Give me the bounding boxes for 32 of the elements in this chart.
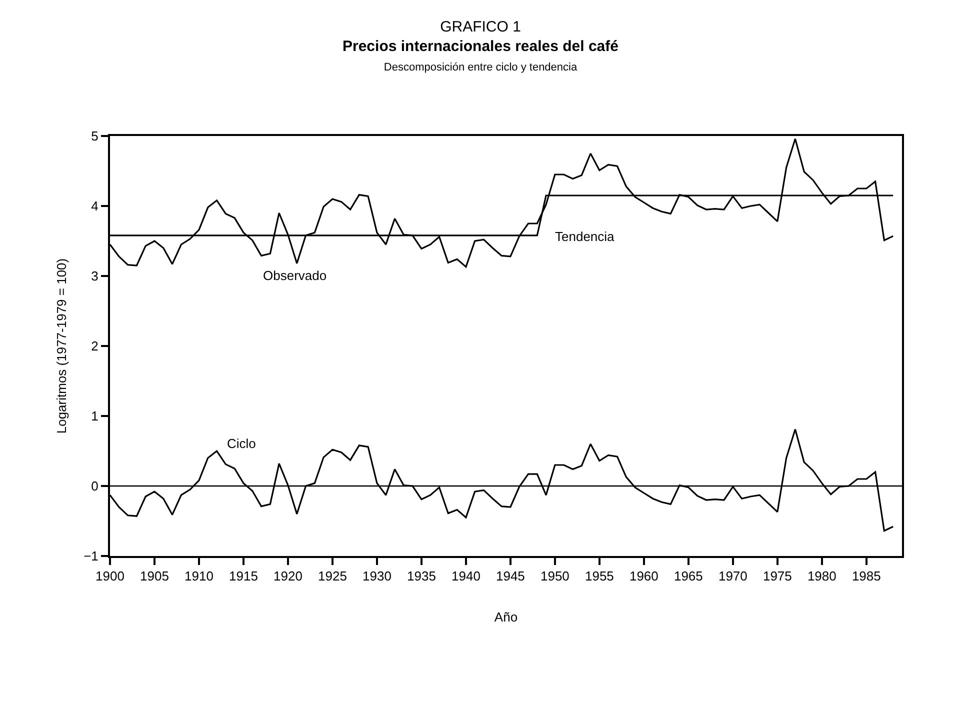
x-tick-label: 1940 [452, 568, 480, 584]
x-tick-label: 1910 [184, 568, 214, 584]
x-tick-label: 1950 [540, 568, 570, 584]
x-tick-label: 1975 [762, 568, 792, 584]
y-tick-label: 5 [91, 128, 98, 144]
x-tick-label: 1945 [496, 568, 525, 584]
x-tick-label: 1925 [318, 568, 347, 584]
x-tick-label: 1935 [407, 568, 436, 584]
x-tick-label: 1980 [807, 568, 836, 584]
x-tick-label: 1900 [96, 568, 124, 584]
x-tick-label: 1930 [362, 568, 392, 584]
x-tick-label: 1985 [852, 568, 881, 584]
x-tick-label: 1905 [140, 568, 169, 584]
x-tick-label: 1970 [718, 568, 748, 584]
y-tick-label: 1 [91, 408, 98, 424]
x-tick-label: 1965 [674, 568, 703, 584]
annotation: Tendencia [555, 229, 616, 244]
x-tick-label: 1920 [274, 568, 302, 584]
annotation: Ciclo [227, 436, 256, 451]
x-tick-label: 1915 [229, 568, 258, 584]
y-tick-label: 0 [91, 478, 98, 494]
chart-subtitle: Precios internacionales reales del café Descomposición entre ciclo y tendencia [342, 38, 618, 74]
annotation: Observado [263, 268, 327, 283]
y-tick-label: 3 [91, 268, 98, 284]
y-tick-label: 2 [91, 338, 98, 354]
y-axis-title: Logaritmos (1977-1979 = 100) [54, 258, 70, 434]
y-tick-label: −1 [84, 548, 98, 564]
x-axis-title: Año [494, 610, 518, 625]
chart-title: GRAFICO 1 [440, 18, 521, 36]
y-tick-label: 4 [91, 198, 98, 214]
x-tick-label: 1955 [584, 568, 614, 584]
x-tick-label: 1960 [629, 568, 658, 584]
